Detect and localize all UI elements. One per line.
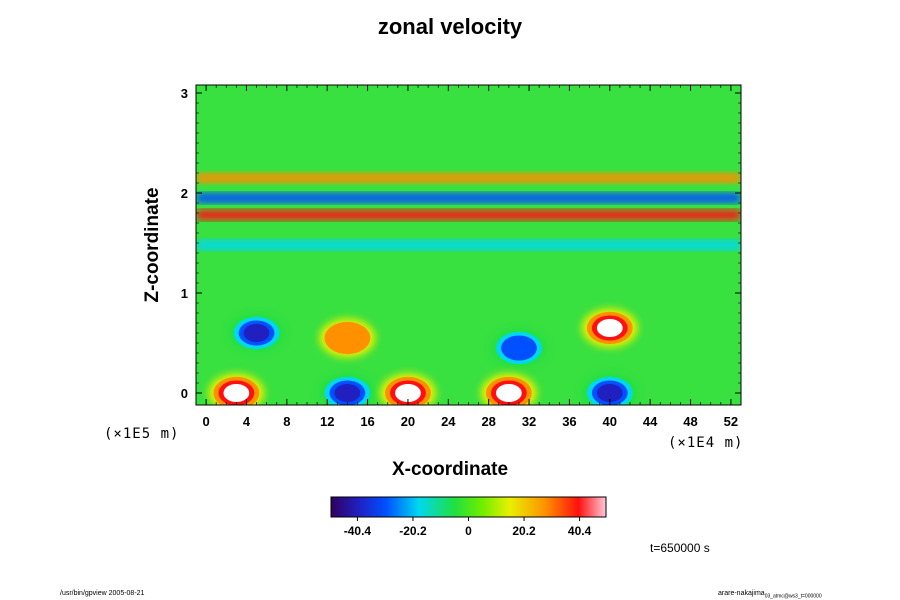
- time-label: t=650000 s: [650, 541, 710, 555]
- velocity-band: [196, 210, 741, 220]
- velocity-blob: [228, 313, 285, 353]
- velocity-blob: [319, 318, 376, 358]
- x-tick-label: 8: [283, 414, 290, 429]
- x-tick-label: 36: [562, 414, 576, 429]
- velocity-blob: [379, 373, 436, 405]
- colorbar-tick-label: -40.4: [344, 524, 372, 538]
- velocity-blob: [581, 308, 638, 348]
- velocity-band: [196, 193, 741, 203]
- x-tick-label: 16: [360, 414, 374, 429]
- x-tick-label: 32: [522, 414, 536, 429]
- colorbar-tick-label: 0: [465, 524, 472, 538]
- x-tick-label: 52: [724, 414, 738, 429]
- velocity-blob: [581, 373, 638, 405]
- footer-left: /usr/bin/gpview 2005-08-21: [60, 590, 145, 597]
- x-tick-label: 20: [401, 414, 415, 429]
- velocity-blob: [319, 373, 376, 405]
- x-axis-label: X-coordinate: [391, 459, 509, 480]
- colorbar: [330, 496, 607, 518]
- y-axis-label: Z-coordinate: [142, 187, 163, 302]
- velocity-blob: [490, 328, 547, 368]
- colorbar-tick-label: 40.4: [568, 524, 592, 538]
- x-tick-label: 12: [320, 414, 334, 429]
- y-tick-label: 3: [181, 86, 188, 101]
- chart-title: zonal velocity: [377, 14, 523, 39]
- y-tick-label: 1: [181, 286, 188, 301]
- x-tick-label: 40: [603, 414, 617, 429]
- footer-right-sub: 03_atmc@ws3_t=000000: [764, 593, 822, 600]
- velocity-blob: [208, 373, 265, 405]
- x-tick-label: 0: [202, 414, 209, 429]
- colorbar-tick-label: -20.2: [399, 524, 427, 538]
- x-tick-label: 44: [643, 414, 658, 429]
- colorbar-tick-label: 20.2: [512, 524, 536, 538]
- x-tick-label: 48: [683, 414, 697, 429]
- y-tick-label: 2: [181, 186, 188, 201]
- footer-right-main: arare-nakajima: [718, 590, 765, 597]
- velocity-band: [196, 240, 741, 250]
- footer-right: arare-nakajima03_atmc@ws3_t=000000: [718, 590, 822, 599]
- x-unit-label: (×1E4 m): [668, 435, 744, 451]
- y-tick-label: 0: [181, 386, 188, 401]
- velocity-band: [196, 173, 741, 183]
- x-tick-label: 28: [481, 414, 495, 429]
- x-tick-label: 4: [243, 414, 251, 429]
- z-unit-label: (×1E5 m): [104, 426, 180, 442]
- velocity-blob: [480, 373, 537, 405]
- x-tick-label: 24: [441, 414, 456, 429]
